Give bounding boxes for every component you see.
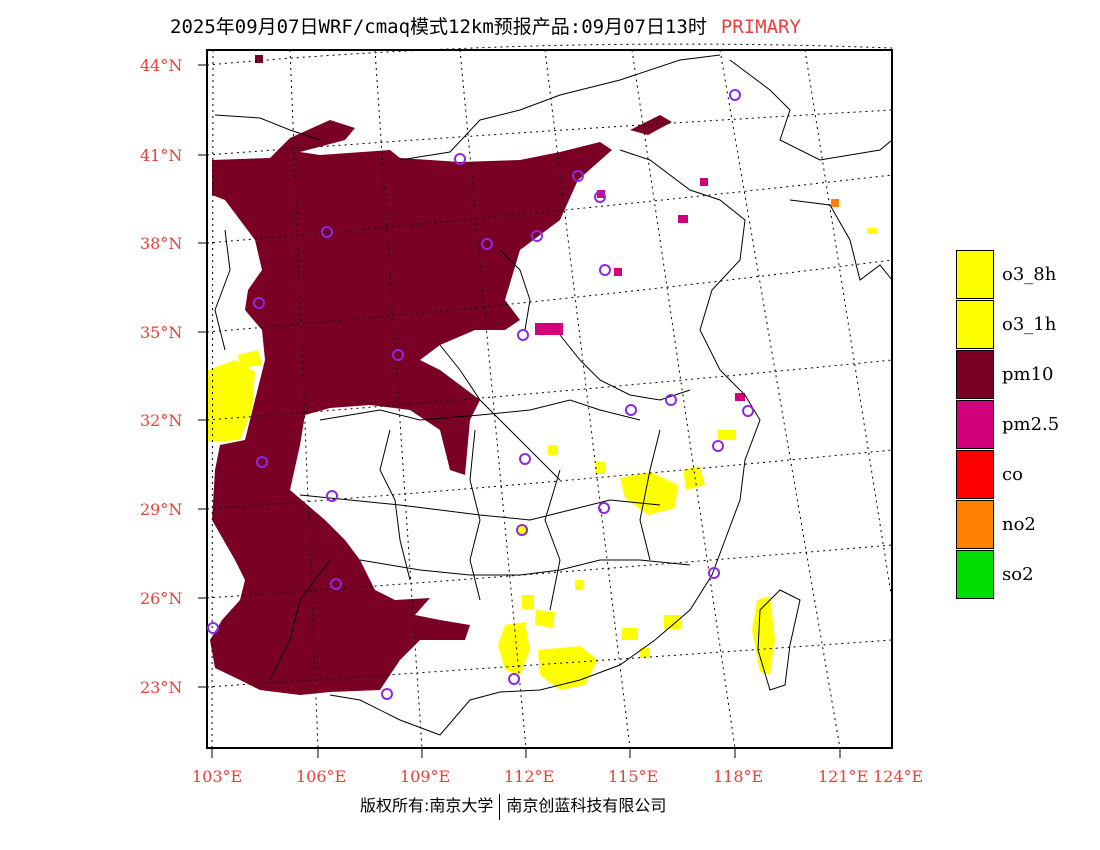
lon-label: 106°E xyxy=(296,767,346,786)
legend-label: o3_8h xyxy=(1002,263,1057,285)
legend-item-pm25: pm2.5 xyxy=(956,399,1059,449)
map-title: 2025年09月07日WRF/cmaq模式12km预报产品:09月07日13时 P… xyxy=(170,12,801,39)
lat-label: 29°N xyxy=(140,500,182,519)
legend-swatch xyxy=(956,499,994,549)
legend: o3_8h o3_1h pm10 pm2.5 co no2 so2 xyxy=(956,249,1059,599)
pm25-spots xyxy=(535,178,745,401)
lon-label: 124°E xyxy=(873,767,923,786)
copyright-owner: 版权所有:南京大学 xyxy=(360,796,494,815)
lat-label: 44°N xyxy=(140,56,182,75)
legend-swatch xyxy=(956,349,994,399)
lon-label: 103°E xyxy=(192,767,242,786)
longitude-axis: 103°E 106°E 109°E 112°E 115°E 118°E 121°… xyxy=(192,748,923,786)
primary-tag: PRIMARY xyxy=(720,16,801,38)
lat-label: 35°N xyxy=(140,323,182,342)
legend-swatch xyxy=(956,399,994,449)
legend-item-pm10: pm10 xyxy=(956,349,1059,399)
lat-label: 23°N xyxy=(140,678,182,697)
lon-label: 109°E xyxy=(400,767,450,786)
lon-label: 121°E xyxy=(818,767,868,786)
legend-item-o3-1h: o3_1h xyxy=(956,299,1059,349)
pm10-region xyxy=(210,120,612,695)
graticule xyxy=(206,43,893,749)
pollution-layer xyxy=(208,55,877,695)
pm10-spot xyxy=(255,55,263,63)
lon-label: 112°E xyxy=(504,767,554,786)
legend-label: o3_1h xyxy=(1002,313,1057,335)
legend-swatch xyxy=(956,449,994,499)
legend-label: co xyxy=(1002,463,1023,485)
lat-label: 41°N xyxy=(140,146,182,165)
pm10-region-ne xyxy=(630,115,672,135)
boundaries xyxy=(214,54,893,736)
legend-swatch xyxy=(956,249,994,299)
no2-spot xyxy=(831,199,839,207)
title-text: 2025年09月07日WRF/cmaq模式12km预报产品:09月07日13时 xyxy=(170,16,707,38)
lat-label: 26°N xyxy=(140,589,182,608)
legend-item-so2: so2 xyxy=(956,549,1059,599)
legend-label: pm2.5 xyxy=(1002,413,1060,435)
legend-swatch xyxy=(956,299,994,349)
legend-label: so2 xyxy=(1002,563,1034,585)
legend-item-no2: no2 xyxy=(956,499,1059,549)
legend-label: no2 xyxy=(1002,513,1036,535)
lon-label: 118°E xyxy=(713,767,763,786)
latitude-axis: 44°N 41°N 38°N 35°N 32°N 29°N 26°N 23°N xyxy=(140,56,207,697)
legend-label: pm10 xyxy=(1002,363,1054,385)
copyright-footer: 版权所有:南京大学 南京创蓝科技有限公司 xyxy=(360,792,666,820)
station-markers xyxy=(207,89,754,700)
lat-label: 38°N xyxy=(140,234,182,253)
footer-divider xyxy=(499,793,501,820)
o3-areas xyxy=(208,228,877,690)
legend-item-o3-8h: o3_8h xyxy=(956,249,1059,299)
legend-swatch xyxy=(956,549,994,599)
legend-item-co: co xyxy=(956,449,1059,499)
lat-label: 32°N xyxy=(140,411,182,430)
lon-label: 115°E xyxy=(608,767,658,786)
copyright-company: 南京创蓝科技有限公司 xyxy=(506,796,667,815)
